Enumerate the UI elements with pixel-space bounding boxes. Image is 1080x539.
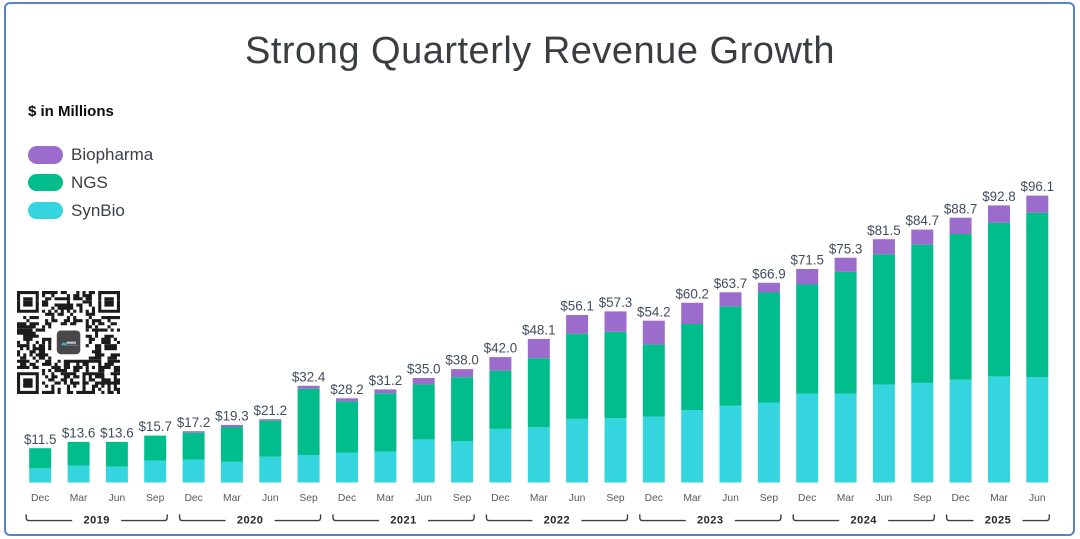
svg-text:$81.5: $81.5	[867, 223, 901, 238]
svg-text:Sep: Sep	[146, 493, 165, 504]
svg-text:$84.7: $84.7	[906, 213, 940, 228]
svg-text:$31.2: $31.2	[369, 373, 403, 388]
svg-text:Jun: Jun	[1029, 493, 1046, 504]
svg-text:$11.5: $11.5	[24, 432, 57, 447]
svg-text:Sep: Sep	[760, 493, 779, 504]
svg-text:$17.2: $17.2	[177, 415, 211, 430]
svg-text:Jun: Jun	[415, 493, 432, 504]
svg-text:Dec: Dec	[951, 493, 969, 504]
svg-text:Mar: Mar	[223, 493, 241, 504]
svg-text:Mar: Mar	[530, 493, 548, 504]
svg-text:$13.6: $13.6	[62, 426, 96, 441]
svg-text:2019: 2019	[83, 515, 109, 527]
svg-text:Mar: Mar	[837, 493, 855, 504]
svg-text:$54.2: $54.2	[637, 304, 671, 319]
svg-text:$66.9: $66.9	[752, 266, 786, 281]
svg-text:$96.1: $96.1	[1021, 179, 1055, 194]
svg-text:$63.7: $63.7	[714, 276, 748, 291]
svg-text:2024: 2024	[850, 515, 877, 527]
svg-text:$38.0: $38.0	[445, 353, 479, 368]
svg-text:$15.7: $15.7	[138, 419, 172, 434]
svg-text:$32.4: $32.4	[292, 369, 326, 384]
svg-text:Mar: Mar	[377, 493, 395, 504]
svg-text:2021: 2021	[390, 515, 416, 527]
svg-text:Dec: Dec	[338, 493, 356, 504]
svg-text:Sep: Sep	[606, 493, 625, 504]
svg-text:$48.1: $48.1	[522, 323, 556, 338]
svg-text:Mar: Mar	[990, 493, 1008, 504]
svg-text:$92.8: $92.8	[982, 189, 1016, 204]
svg-text:Sep: Sep	[299, 493, 318, 504]
svg-text:2020: 2020	[237, 515, 263, 527]
svg-text:$21.2: $21.2	[254, 403, 288, 418]
svg-text:Jun: Jun	[876, 493, 893, 504]
svg-text:Sep: Sep	[913, 493, 932, 504]
svg-text:2025: 2025	[985, 515, 1011, 527]
svg-text:Jun: Jun	[109, 493, 126, 504]
svg-text:Mar: Mar	[70, 493, 88, 504]
svg-text:2022: 2022	[544, 515, 570, 527]
svg-text:Sep: Sep	[453, 493, 472, 504]
svg-text:$13.6: $13.6	[100, 426, 134, 441]
svg-text:Jun: Jun	[722, 493, 739, 504]
svg-text:Dec: Dec	[645, 493, 663, 504]
svg-text:$60.2: $60.2	[675, 286, 709, 301]
svg-text:2023: 2023	[697, 515, 723, 527]
svg-text:$75.3: $75.3	[829, 241, 863, 256]
svg-text:Dec: Dec	[31, 493, 49, 504]
svg-text:Dec: Dec	[184, 493, 202, 504]
svg-text:$57.3: $57.3	[599, 295, 633, 310]
svg-text:Dec: Dec	[491, 493, 509, 504]
svg-text:Jun: Jun	[569, 493, 586, 504]
svg-text:$35.0: $35.0	[407, 362, 441, 377]
svg-text:$71.5: $71.5	[790, 253, 824, 268]
svg-text:Dec: Dec	[798, 493, 816, 504]
svg-text:$19.3: $19.3	[215, 409, 249, 424]
svg-text:$88.7: $88.7	[944, 201, 978, 216]
svg-text:Mar: Mar	[683, 493, 701, 504]
svg-text:Jun: Jun	[262, 493, 279, 504]
svg-text:$28.2: $28.2	[330, 382, 364, 397]
svg-text:$56.1: $56.1	[560, 299, 594, 314]
svg-text:$42.0: $42.0	[484, 341, 518, 356]
